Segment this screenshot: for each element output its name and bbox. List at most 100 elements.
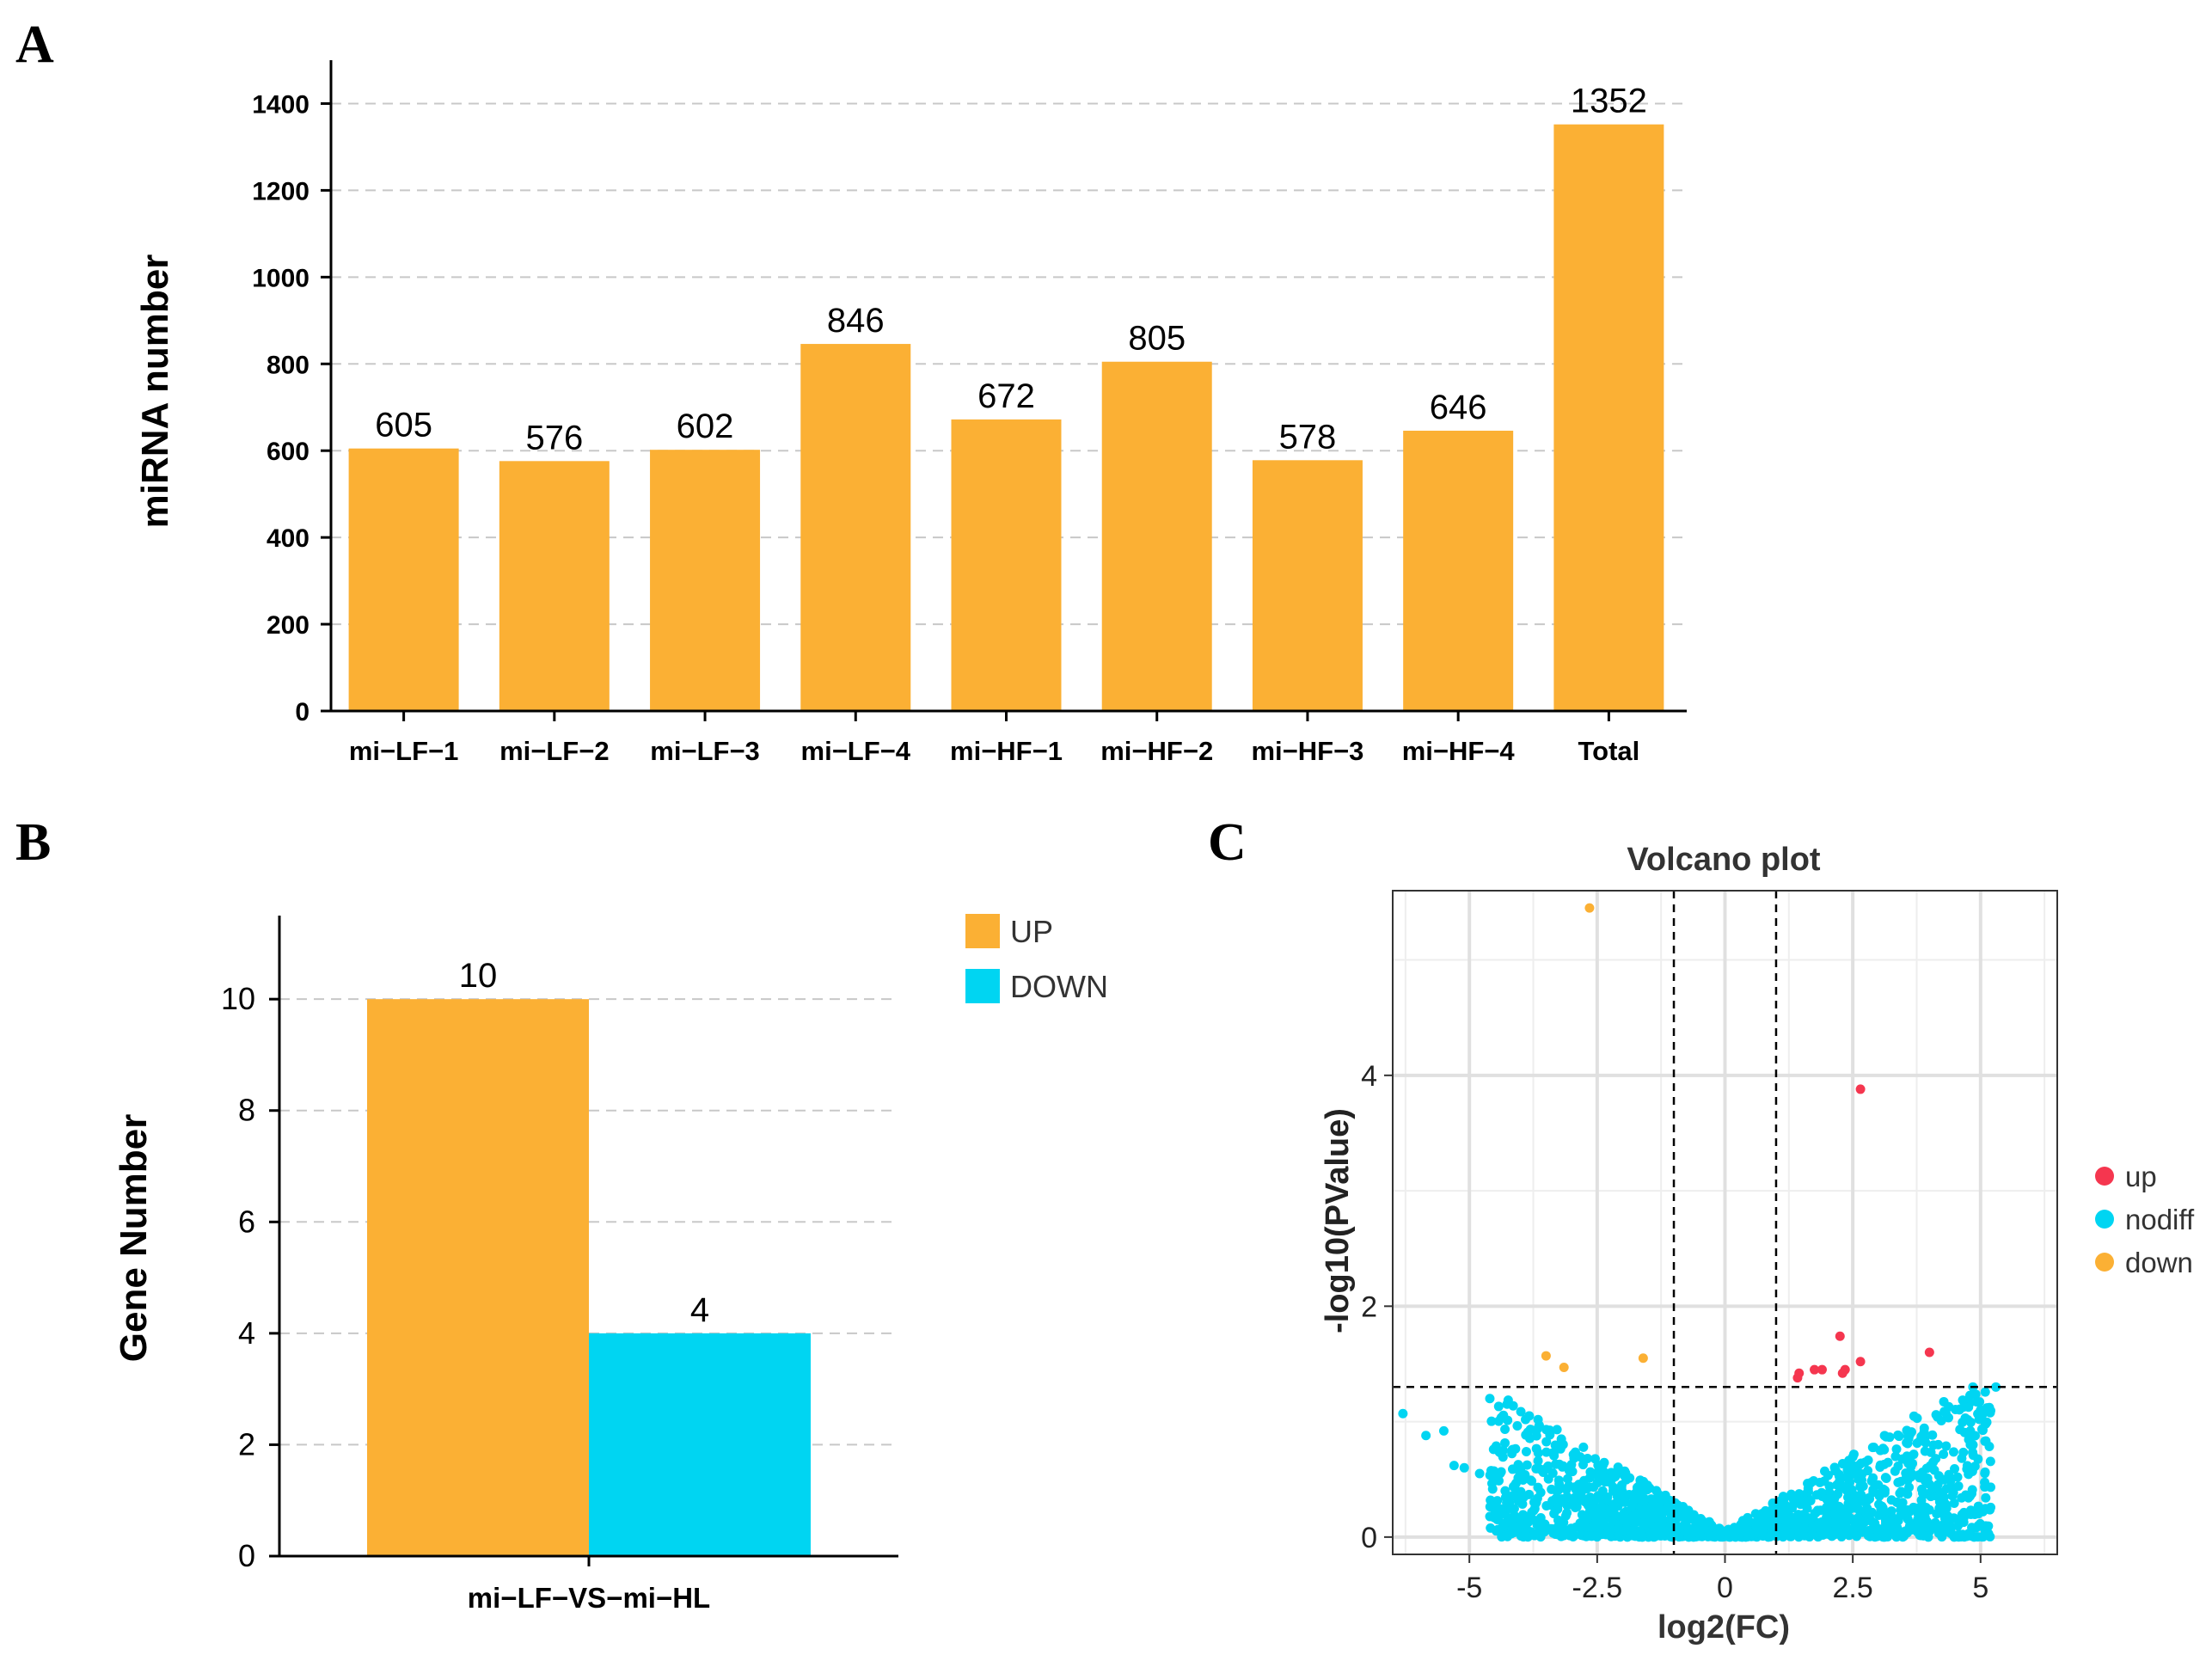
chart-c-point-nodiff [1810, 1523, 1820, 1533]
chart-c-point-nodiff [1891, 1444, 1902, 1455]
chart-c-point-nodiff [1835, 1522, 1846, 1532]
chart-c-point-nodiff [1531, 1443, 1541, 1454]
chart-c-point-nodiff [1949, 1513, 1959, 1523]
chart-b-legend-swatch [965, 969, 1000, 1003]
chart-a-bar [499, 461, 610, 711]
chart-a-y-tick-label: 1000 [252, 264, 309, 292]
chart-c-point-nodiff [1643, 1517, 1653, 1528]
chart-c-point-nodiff [1821, 1520, 1831, 1530]
chart-c-point-nodiff [1772, 1531, 1782, 1541]
chart-c-point-nodiff [1985, 1456, 1995, 1467]
chart-c-point-nodiff [1832, 1480, 1842, 1490]
chart-c-point-nodiff [1965, 1505, 1976, 1516]
chart-c-point-nodiff [1516, 1465, 1526, 1475]
chart-a-data-label: 805 [1128, 320, 1186, 358]
chart-c-point-nodiff [1932, 1509, 1942, 1519]
chart-c-point-nodiff [1850, 1503, 1860, 1513]
chart-a-data-label: 846 [827, 302, 885, 340]
chart-c-volcano-plot: Volcano plot -5 -2.5 0 2.5 5 0 2 4 log2(FC) -lo… [1320, 842, 2195, 1646]
chart-c-legend-label: up [2125, 1161, 2157, 1192]
chart-c-point-nodiff [1599, 1509, 1609, 1519]
chart-c-point-nodiff [1794, 1489, 1805, 1499]
chart-c-point-nodiff [1680, 1508, 1690, 1518]
chart-c-point-nodiff [1562, 1500, 1572, 1511]
chart-c-point-nodiff [1606, 1505, 1616, 1515]
chart-c-point-nodiff [1884, 1432, 1895, 1443]
chart-b-y-axis-title: Gene Number [113, 1114, 155, 1363]
panel-label-c: C [1208, 813, 1247, 872]
chart-c-point-nodiff [1981, 1504, 1991, 1514]
chart-c-x-tick-label: -5 [1456, 1572, 1482, 1604]
chart-c-point-nodiff [1897, 1454, 1908, 1464]
chart-c-point-nodiff [1811, 1490, 1822, 1500]
chart-c-point-nodiff [1669, 1514, 1679, 1524]
chart-c-point-up [1835, 1331, 1845, 1341]
chart-c-point-nodiff [1941, 1503, 1952, 1513]
chart-a-bar [1403, 430, 1514, 711]
chart-c-point-nodiff [1525, 1475, 1535, 1486]
chart-c-point-nodiff [1762, 1510, 1773, 1520]
chart-c-point-nodiff [1589, 1521, 1599, 1531]
chart-c-point-nodiff [1504, 1517, 1514, 1527]
chart-c-point-nodiff [1620, 1466, 1630, 1476]
chart-c-point-nodiff [1858, 1481, 1868, 1492]
chart-c-point-nodiff [1606, 1468, 1616, 1478]
chart-c-point-nodiff [1521, 1446, 1531, 1456]
chart-b-legend: UP DOWN [965, 914, 1108, 1004]
chart-c-point-nodiff [1975, 1397, 1985, 1407]
chart-b-legend-label: UP [1010, 914, 1053, 949]
chart-b-y-tick-label: 10 [221, 981, 255, 1016]
chart-c-point-nodiff [1533, 1456, 1543, 1466]
chart-a-x-tick-label: mi−HF−3 [1251, 736, 1363, 766]
chart-c-point-nodiff [1916, 1495, 1927, 1505]
chart-c-point-nodiff [1968, 1450, 1978, 1461]
chart-a-y-tick-label: 1400 [252, 90, 309, 119]
chart-c-point-nodiff [1521, 1414, 1531, 1425]
chart-c-point-nodiff [1523, 1517, 1534, 1528]
chart-c-point-down [1638, 1353, 1648, 1364]
chart-c-point-down [1541, 1351, 1551, 1361]
chart-c-point-nodiff [1500, 1486, 1510, 1496]
chart-c-point-nodiff [1949, 1498, 1959, 1508]
chart-c-point-nodiff [1970, 1462, 1980, 1472]
chart-b-data-label: 4 [690, 1291, 709, 1329]
chart-a-y-axis-title: miRNA number [134, 254, 176, 529]
chart-c-point-nodiff [1929, 1465, 1939, 1475]
chart-a-y-tick-label: 400 [267, 524, 309, 553]
chart-c-point-nodiff [1941, 1441, 1952, 1451]
chart-c-point-up [1817, 1364, 1827, 1375]
chart-c-point-nodiff [1893, 1430, 1903, 1440]
chart-c-point-nodiff [1878, 1443, 1888, 1454]
chart-c-point-nodiff [1933, 1439, 1944, 1449]
chart-c-point-nodiff [1804, 1496, 1814, 1506]
chart-c-point-nodiff [1958, 1517, 1969, 1528]
chart-c-point-nodiff [1576, 1489, 1586, 1499]
chart-c-point-nodiff [1516, 1407, 1526, 1417]
panel-label-b: B [15, 813, 51, 872]
chart-c-point-nodiff [1973, 1532, 1983, 1542]
chart-a-x-tick-label: mi−LF−3 [650, 736, 760, 766]
chart-c-point-nodiff [1964, 1402, 1974, 1413]
chart-c-point-nodiff [1847, 1465, 1857, 1475]
chart-c-point-nodiff [1980, 1387, 1990, 1397]
chart-c-point-nodiff [1635, 1528, 1645, 1538]
chart-c-point-nodiff [1674, 1532, 1684, 1542]
chart-c-point-nodiff [1541, 1464, 1551, 1474]
chart-c-point-nodiff [1860, 1457, 1871, 1468]
chart-a-bar [650, 450, 761, 711]
chart-b-y-tick-label: 8 [238, 1093, 255, 1128]
chart-c-point-nodiff [1486, 1416, 1497, 1426]
chart-c-point-nodiff [1645, 1528, 1656, 1538]
chart-c-point-nodiff [1639, 1476, 1649, 1486]
chart-c-point-nodiff [1620, 1498, 1630, 1508]
chart-c-point-nodiff [1583, 1454, 1593, 1464]
chart-c-point-nodiff [1881, 1517, 1891, 1528]
chart-c-point-nodiff [1858, 1525, 1868, 1535]
chart-c-point-nodiff [1546, 1523, 1556, 1534]
chart-c-point-nodiff [1876, 1505, 1886, 1515]
chart-c-point-nodiff [1493, 1401, 1504, 1412]
chart-c-point-nodiff [1822, 1502, 1832, 1512]
chart-a-bar [1252, 460, 1363, 711]
chart-c-point-nodiff [1492, 1503, 1502, 1513]
chart-c-point-nodiff [1566, 1460, 1577, 1470]
